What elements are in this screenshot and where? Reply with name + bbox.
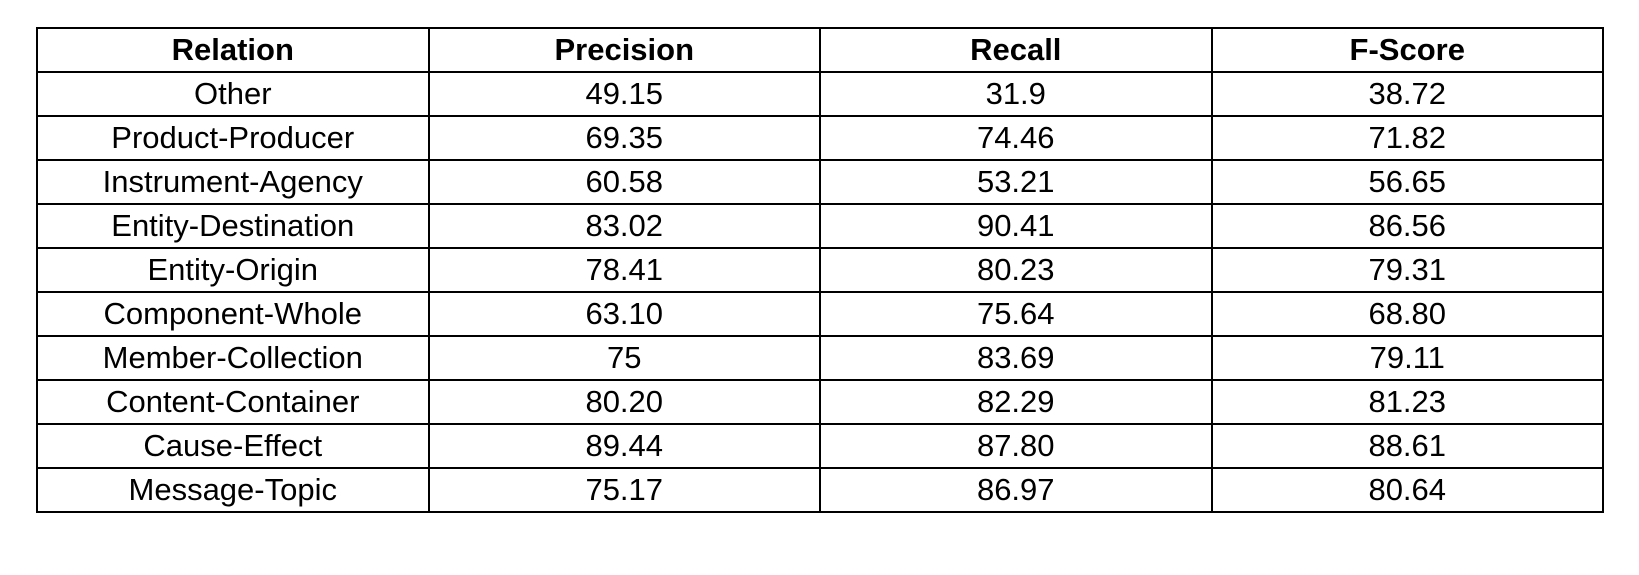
table-row: Cause-Effect 89.44 87.80 88.61: [36, 423, 1604, 469]
relation-cell: Product-Producer: [36, 115, 430, 161]
f-score-cell: 81.23: [1210, 379, 1604, 425]
relation-cell: Other: [36, 71, 430, 117]
precision-cell: 60.58: [427, 159, 821, 205]
results-table: Relation Precision Recall F-Score Other …: [36, 27, 1604, 513]
table-row: Instrument-Agency 60.58 53.21 56.65: [36, 159, 1604, 205]
precision-cell: 63.10: [427, 291, 821, 337]
f-score-cell: 38.72: [1210, 71, 1604, 117]
recall-cell: 86.97: [819, 467, 1213, 513]
recall-cell: 90.41: [819, 203, 1213, 249]
table-row: Other 49.15 31.9 38.72: [36, 71, 1604, 117]
recall-cell: 75.64: [819, 291, 1213, 337]
precision-cell: 89.44: [427, 423, 821, 469]
recall-cell: 83.69: [819, 335, 1213, 381]
precision-cell: 49.15: [427, 71, 821, 117]
results-table-container: Relation Precision Recall F-Score Other …: [36, 27, 1604, 513]
table-row: Message-Topic 75.17 86.97 80.64: [36, 467, 1604, 513]
recall-cell: 82.29: [819, 379, 1213, 425]
header-f-score: F-Score: [1210, 27, 1604, 73]
header-relation: Relation: [36, 27, 430, 73]
recall-cell: 80.23: [819, 247, 1213, 293]
precision-cell: 80.20: [427, 379, 821, 425]
precision-cell: 83.02: [427, 203, 821, 249]
relation-cell: Message-Topic: [36, 467, 430, 513]
table-row: Member-Collection 75 83.69 79.11: [36, 335, 1604, 381]
recall-cell: 31.9: [819, 71, 1213, 117]
relation-cell: Component-Whole: [36, 291, 430, 337]
f-score-cell: 86.56: [1210, 203, 1604, 249]
recall-cell: 87.80: [819, 423, 1213, 469]
f-score-cell: 56.65: [1210, 159, 1604, 205]
relation-cell: Entity-Origin: [36, 247, 430, 293]
relation-cell: Instrument-Agency: [36, 159, 430, 205]
f-score-cell: 79.31: [1210, 247, 1604, 293]
relation-cell: Entity-Destination: [36, 203, 430, 249]
recall-cell: 74.46: [819, 115, 1213, 161]
header-precision: Precision: [427, 27, 821, 73]
f-score-cell: 79.11: [1210, 335, 1604, 381]
precision-cell: 69.35: [427, 115, 821, 161]
f-score-cell: 68.80: [1210, 291, 1604, 337]
precision-cell: 75: [427, 335, 821, 381]
precision-cell: 78.41: [427, 247, 821, 293]
table-row: Entity-Destination 83.02 90.41 86.56: [36, 203, 1604, 249]
relation-cell: Content-Container: [36, 379, 430, 425]
f-score-cell: 71.82: [1210, 115, 1604, 161]
recall-cell: 53.21: [819, 159, 1213, 205]
table-row: Component-Whole 63.10 75.64 68.80: [36, 291, 1604, 337]
header-recall: Recall: [819, 27, 1213, 73]
table-row: Content-Container 80.20 82.29 81.23: [36, 379, 1604, 425]
table-row: Entity-Origin 78.41 80.23 79.31: [36, 247, 1604, 293]
precision-cell: 75.17: [427, 467, 821, 513]
f-score-cell: 88.61: [1210, 423, 1604, 469]
relation-cell: Member-Collection: [36, 335, 430, 381]
f-score-cell: 80.64: [1210, 467, 1604, 513]
relation-cell: Cause-Effect: [36, 423, 430, 469]
table-header-row: Relation Precision Recall F-Score: [36, 27, 1604, 73]
table-row: Product-Producer 69.35 74.46 71.82: [36, 115, 1604, 161]
